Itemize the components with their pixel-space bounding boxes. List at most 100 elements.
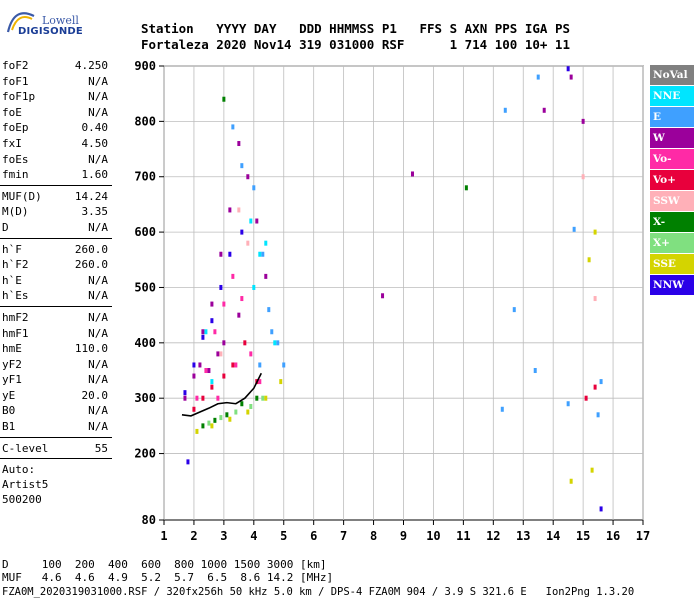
- x-tick-label: 17: [636, 529, 650, 543]
- param-row: foF1 N/A: [0, 74, 112, 90]
- scaled-parameters-panel: foF2 4.250 foF1 N/A foF1p N/A foE N/A foEp 0.40 fx…: [0, 58, 112, 507]
- x-tick-label: 13: [516, 529, 530, 543]
- x-tick-label: 9: [400, 529, 407, 543]
- echo-point-nne: [252, 284, 256, 290]
- x-tick-label: 11: [456, 529, 470, 543]
- logo-line2: DIGISONDE: [18, 26, 83, 37]
- param-value: 260.0: [74, 242, 108, 256]
- param-row: fxI 4.50: [0, 136, 112, 152]
- param-row: D N/A: [0, 220, 112, 236]
- param-value: N/A: [88, 289, 108, 303]
- param-value: N/A: [88, 74, 108, 88]
- x-tick-label: 5: [280, 529, 287, 543]
- echo-point-e: [252, 185, 256, 191]
- echo-point-vo: [216, 395, 220, 401]
- echo-point-w: [210, 301, 214, 307]
- echo-point-e: [258, 362, 262, 368]
- param-name: MUF(D): [2, 189, 42, 203]
- param-value: N/A: [88, 90, 108, 104]
- echo-point-w: [410, 171, 414, 177]
- param-value: 4.50: [81, 136, 109, 150]
- param-row: C-level 55: [0, 441, 112, 457]
- echo-point-vo: [231, 273, 235, 279]
- echo-point-nnw: [210, 318, 214, 324]
- echo-point-x: [222, 96, 226, 102]
- echo-point-sse: [228, 416, 232, 422]
- param-row: hmF1 N/A: [0, 326, 112, 342]
- param-name: hmF2: [2, 310, 29, 324]
- echo-point-x: [255, 395, 259, 401]
- echo-point-w: [216, 351, 220, 357]
- param-name: hmE: [2, 342, 22, 356]
- param-name: foF1p: [2, 90, 36, 104]
- param-row: yF1 N/A: [0, 372, 112, 388]
- echo-point-w: [246, 174, 250, 180]
- echo-point-nne: [210, 379, 214, 385]
- echo-point-nnw: [219, 284, 223, 290]
- echo-point-w: [581, 118, 585, 124]
- echo-point-sse: [569, 478, 573, 484]
- autoscaling-info: Auto: Artist5 500200: [0, 462, 112, 507]
- param-value: 3.35: [81, 205, 109, 219]
- echo-point-vo: [195, 395, 199, 401]
- param-value: N/A: [88, 404, 108, 418]
- echo-point-x: [234, 409, 238, 415]
- echo-point-nnw: [186, 459, 190, 465]
- echo-point-w: [207, 368, 211, 374]
- param-row: foEp 0.40: [0, 120, 112, 136]
- legend-item: SSW: [650, 191, 694, 211]
- legend-item: NNE: [650, 86, 694, 106]
- echo-point-vo: [213, 329, 217, 335]
- param-value: 14.24: [74, 189, 108, 203]
- echo-point-sse: [210, 423, 214, 429]
- x-tick-label: 4: [250, 529, 257, 543]
- header-row-values: Fortaleza 2020 Nov14 319 031000 RSF 1 71…: [141, 37, 570, 52]
- param-value: N/A: [88, 373, 108, 387]
- echo-point-vo: [584, 395, 588, 401]
- param-value: 260.0: [74, 258, 108, 272]
- param-name: h`F: [2, 242, 22, 256]
- param-name: D: [2, 220, 9, 234]
- echo-point-ssw: [219, 351, 223, 357]
- param-value: 0.40: [81, 121, 109, 135]
- x-tick-label: 1: [160, 529, 167, 543]
- logo-line1: Lowell: [42, 14, 79, 27]
- echo-point-e: [267, 307, 271, 313]
- param-value: N/A: [88, 273, 108, 287]
- echo-point-vo: [231, 362, 235, 368]
- param-value: N/A: [88, 152, 108, 166]
- param-name: fmin: [2, 168, 29, 182]
- hdr-value-date: 2020 Nov14: [216, 37, 292, 52]
- x-tick-label: 15: [576, 529, 590, 543]
- echo-point-e: [276, 340, 280, 346]
- echo-point-sse: [593, 229, 597, 235]
- echo-point-x: [225, 412, 229, 418]
- y-tick-label: 700: [134, 170, 156, 184]
- echo-point-vo: [243, 340, 247, 346]
- y-tick-label: 200: [134, 447, 156, 461]
- echo-point-w: [237, 312, 241, 318]
- x-tick-label: 6: [310, 529, 317, 543]
- x-tick-label: 2: [190, 529, 197, 543]
- autoscaling-line: Artist5: [2, 478, 49, 492]
- echo-point-nnw: [201, 334, 205, 340]
- y-tick-label: 800: [134, 114, 156, 128]
- panel-divider: [0, 305, 112, 307]
- param-value: N/A: [88, 420, 108, 434]
- param-row: yE 20.0: [0, 388, 112, 404]
- panel-divider: [0, 458, 112, 460]
- autoscaling-line: Auto:: [2, 463, 36, 477]
- echo-point-nne: [249, 218, 253, 224]
- param-row: h`F2 260.0: [0, 257, 112, 273]
- echo-point-x: [219, 415, 223, 421]
- echo-point-vo: [234, 362, 238, 368]
- y-tick-label: 500: [134, 280, 156, 294]
- echo-point-w: [228, 207, 232, 213]
- echo-point-w: [264, 273, 268, 279]
- echo-point-w: [237, 141, 241, 147]
- echo-point-w: [255, 218, 259, 224]
- param-name: B0: [2, 404, 16, 418]
- hdr-value-station: Fortaleza: [141, 37, 209, 52]
- echo-point-sse: [590, 467, 594, 473]
- param-name: yF1: [2, 373, 22, 387]
